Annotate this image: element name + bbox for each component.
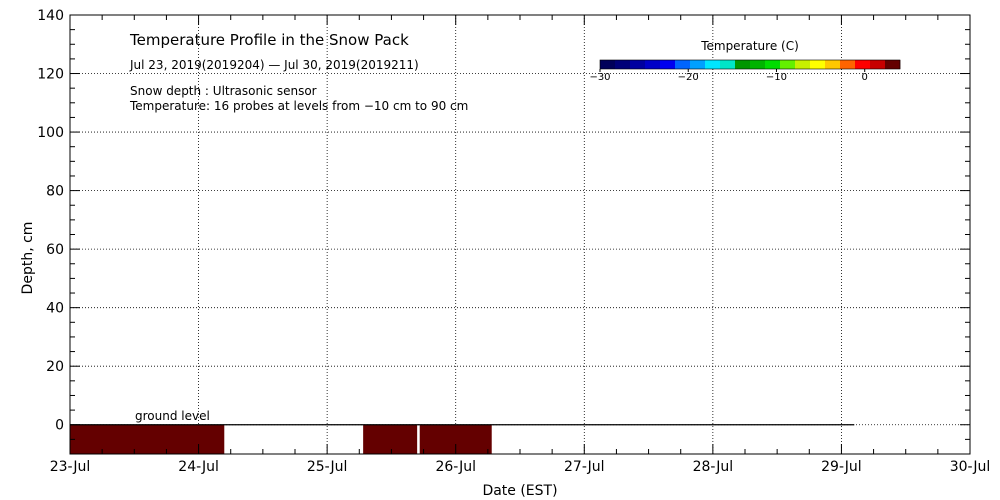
colorbar-swatch: [885, 60, 901, 69]
y-tick-label: 60: [46, 242, 64, 258]
ground-level-label: ground level: [135, 409, 210, 423]
colorbar-tick-label: 0: [862, 72, 868, 83]
colorbar-tick-label: −10: [766, 72, 787, 83]
temperature-block: [363, 424, 418, 454]
colorbar-swatch: [705, 60, 721, 69]
chart-subtitle: Jul 23, 2019(2019204) — Jul 30, 2019(201…: [129, 58, 419, 72]
y-tick-label: 20: [46, 359, 64, 375]
colorbar-swatch: [720, 60, 736, 69]
colorbar-swatch: [780, 60, 796, 69]
y-tick-label: 0: [55, 418, 64, 434]
colorbar-title: Temperature (C): [700, 39, 799, 53]
chart-title: Temperature Profile in the Snow Pack: [129, 31, 409, 49]
colorbar-swatch: [825, 60, 841, 69]
y-tick-label: 100: [37, 125, 64, 141]
x-tick-label: 27-Jul: [564, 459, 605, 475]
x-tick-label: 26-Jul: [435, 459, 476, 475]
x-tick-label: 25-Jul: [307, 459, 348, 475]
colorbar-swatch: [840, 60, 856, 69]
x-tick-label: 29-Jul: [821, 459, 862, 475]
colorbar-swatch: [735, 60, 751, 69]
colorbar-tick-label: −20: [678, 72, 699, 83]
colorbar-swatch: [660, 60, 676, 69]
colorbar-swatch: [675, 60, 691, 69]
colorbar-swatch: [765, 60, 781, 69]
colorbar-tick-label: −30: [589, 72, 610, 83]
colorbar-swatch: [870, 60, 886, 69]
x-tick-label: 28-Jul: [693, 459, 734, 475]
x-tick-label: 30-Jul: [950, 459, 991, 475]
colorbar-frame: [599, 59, 901, 70]
y-axis-label: Depth, cm: [20, 222, 36, 295]
colorbar: Temperature (C) −30 −20 −10 0: [589, 39, 901, 83]
colorbar-swatch: [690, 60, 706, 69]
colorbar-swatch: [630, 60, 646, 69]
colorbar-swatch: [855, 60, 871, 69]
x-tick-label: 24-Jul: [178, 459, 219, 475]
temperature-block: [70, 424, 225, 454]
colorbar-swatch: [600, 60, 616, 69]
x-tick-label: 23-Jul: [50, 459, 91, 475]
y-tick-label: 140: [37, 8, 64, 24]
colorbar-swatch: [615, 60, 631, 69]
grid-lines: [70, 15, 970, 454]
y-tick-label: 80: [46, 184, 64, 200]
x-axis-label: Date (EST): [482, 483, 557, 499]
note-temperature-probes: Temperature: 16 probes at levels from −1…: [129, 99, 468, 113]
y-tick-label: 120: [37, 67, 64, 83]
y-tick-label: 40: [46, 301, 64, 317]
data-layer: [70, 424, 855, 454]
colorbar-swatch: [810, 60, 826, 69]
axes: 0 20 40 60 80 100 120 140 23-Jul 24-Jul 25-Jul 26-J…: [37, 8, 990, 475]
note-snow-depth: Snow depth : Ultrasonic sensor: [130, 84, 317, 98]
colorbar-swatch: [795, 60, 811, 69]
colorbar-swatch: [645, 60, 661, 69]
colorbar-swatch: [750, 60, 766, 69]
plot-frame: [69, 14, 971, 455]
